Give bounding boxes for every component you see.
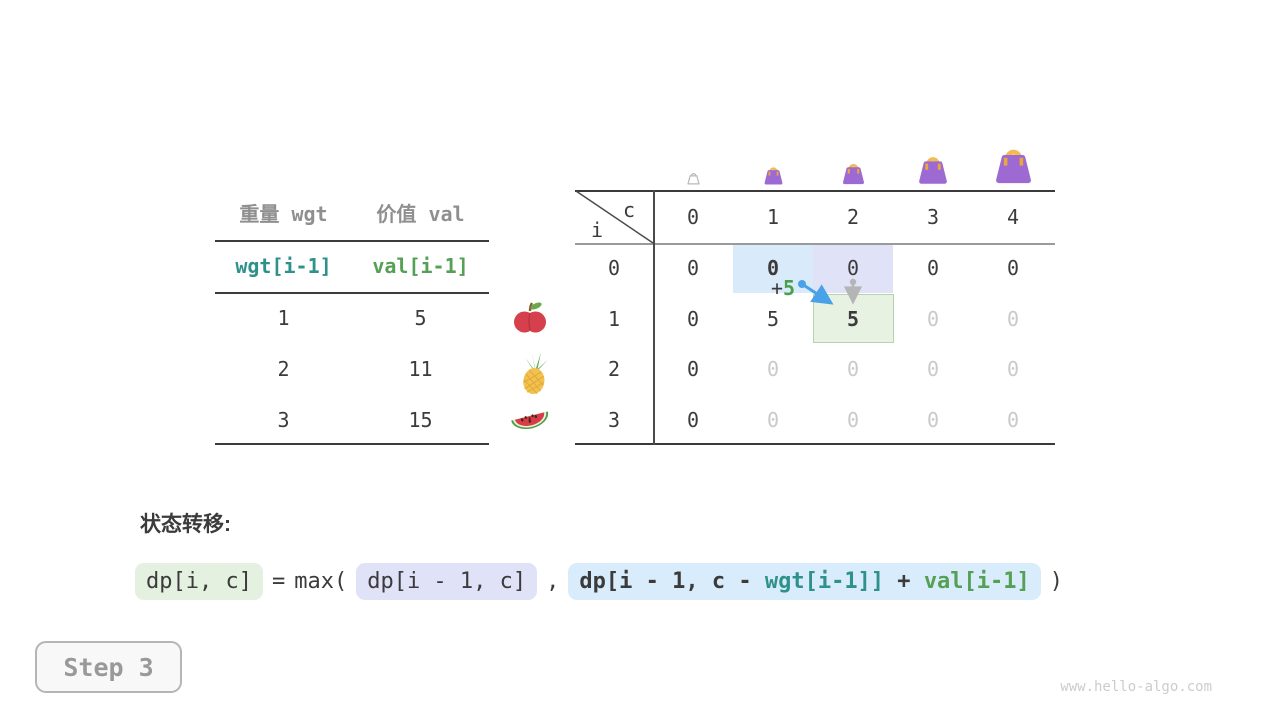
divider xyxy=(215,292,489,294)
watermelon-icon xyxy=(511,411,549,429)
added-value: 5 xyxy=(783,276,796,300)
formula-arg2-prefix: dp[i - 1, c - xyxy=(579,568,765,594)
dp-cell-3-3: 0 xyxy=(926,407,940,432)
table-row: 2 11 xyxy=(215,357,489,381)
formula-arg2-wgt: wgt[i-1]] xyxy=(764,568,885,594)
item-2-value: 11 xyxy=(408,357,433,381)
dp-cell-2-4: 0 xyxy=(1006,357,1020,382)
item-3-weight: 3 xyxy=(277,408,290,432)
state-transition-formula: dp[i, c] = max( dp[i - 1, c] , dp[i - 1,… xyxy=(135,559,1063,603)
dp-corner-cell: c i xyxy=(575,190,653,243)
bag-icon xyxy=(764,167,782,185)
formula-arg2-val: val[i-1] xyxy=(923,568,1030,594)
dp-cell-2-2: 0 xyxy=(846,357,860,382)
bag-icon-empty xyxy=(686,173,700,185)
dp-cell-3-2: 0 xyxy=(846,407,860,432)
formula-comma: , xyxy=(546,568,560,594)
items-col-header-weight: 重量 wgt xyxy=(239,202,328,226)
bag-icon xyxy=(842,164,864,185)
dp-col-header: 2 xyxy=(846,204,860,229)
apple-icon xyxy=(514,302,546,333)
dp-cell-2-1: 0 xyxy=(766,357,780,382)
step-button[interactable]: Step 3 xyxy=(35,641,182,693)
dp-cell-0-0: 0 xyxy=(686,256,700,281)
transition-annotation: +5 xyxy=(753,276,813,300)
items-col-header-value: 价值 val xyxy=(376,202,465,226)
formula-arg2: dp[i - 1, c - wgt[i-1]] + val[i-1] xyxy=(568,562,1041,600)
divider xyxy=(575,243,1055,245)
plus-sign: + xyxy=(770,276,783,300)
capacity-bags-row xyxy=(575,128,1055,186)
corner-row-var: i xyxy=(591,218,604,242)
bag-icon xyxy=(919,157,947,184)
dp-cell-1-4: 0 xyxy=(1006,306,1020,331)
dp-row-header: 1 xyxy=(607,306,621,331)
dp-table: c i 0 1 2 3 4 0 0 0 0 0 0 1 0 5 5 0 0 2 … xyxy=(575,190,1055,445)
formula-arg1: dp[i - 1, c] xyxy=(356,562,538,600)
divider xyxy=(575,443,1055,445)
dp-col-header: 0 xyxy=(686,204,700,229)
dp-cell-1-3: 0 xyxy=(926,306,940,331)
table-row: 1 5 xyxy=(215,306,489,330)
dp-cell-1-1: 5 xyxy=(766,306,780,331)
item-3-value: 15 xyxy=(408,408,433,432)
bag-icon xyxy=(995,149,1031,184)
dp-cell-2-3: 0 xyxy=(926,357,940,382)
formula-equals: = xyxy=(271,568,286,594)
dp-cell-1-2: 5 xyxy=(846,306,860,331)
dp-cell-0-4: 0 xyxy=(1006,256,1020,281)
dp-row-header: 0 xyxy=(607,256,621,281)
item-1-value: 5 xyxy=(414,306,427,330)
items-var-val: val[i-1] xyxy=(372,254,469,278)
watermark: www.hello-algo.com xyxy=(1060,679,1212,695)
divider xyxy=(215,443,489,445)
formula-arg2-plus: + xyxy=(884,568,924,594)
dp-cell-0-3: 0 xyxy=(926,256,940,281)
dp-col-header: 1 xyxy=(766,204,780,229)
dp-col-header: 3 xyxy=(926,204,940,229)
dp-col-header: 4 xyxy=(1006,204,1020,229)
dp-cell-1-0: 0 xyxy=(686,306,700,331)
formula-max-open: max( xyxy=(294,568,348,594)
table-row: 3 15 xyxy=(215,408,489,432)
dp-row-header: 3 xyxy=(607,407,621,432)
divider xyxy=(215,240,489,242)
dp-cell-0-2: 0 xyxy=(846,256,860,281)
items-table: 重量 wgt 价值 val wgt[i-1] val[i-1] 1 5 2 11… xyxy=(215,190,489,445)
corner-col-var: c xyxy=(622,198,635,222)
dp-cell-0-1: 0 xyxy=(766,256,780,281)
dp-cell-3-4: 0 xyxy=(1006,407,1020,432)
item-1-weight: 1 xyxy=(277,306,290,330)
pineapple-icon xyxy=(523,352,548,394)
formula-close-paren: ) xyxy=(1049,568,1064,594)
divider xyxy=(575,190,1055,192)
divider xyxy=(653,190,655,445)
item-2-weight: 2 xyxy=(277,357,290,381)
formula-lhs: dp[i, c] xyxy=(135,562,263,600)
dp-cell-2-0: 0 xyxy=(686,357,700,382)
state-transition-label: 状态转移: xyxy=(140,513,231,536)
dp-row-header: 2 xyxy=(607,357,621,382)
dp-cell-3-0: 0 xyxy=(686,407,700,432)
dp-cell-3-1: 0 xyxy=(766,407,780,432)
items-var-wgt: wgt[i-1] xyxy=(235,254,332,278)
